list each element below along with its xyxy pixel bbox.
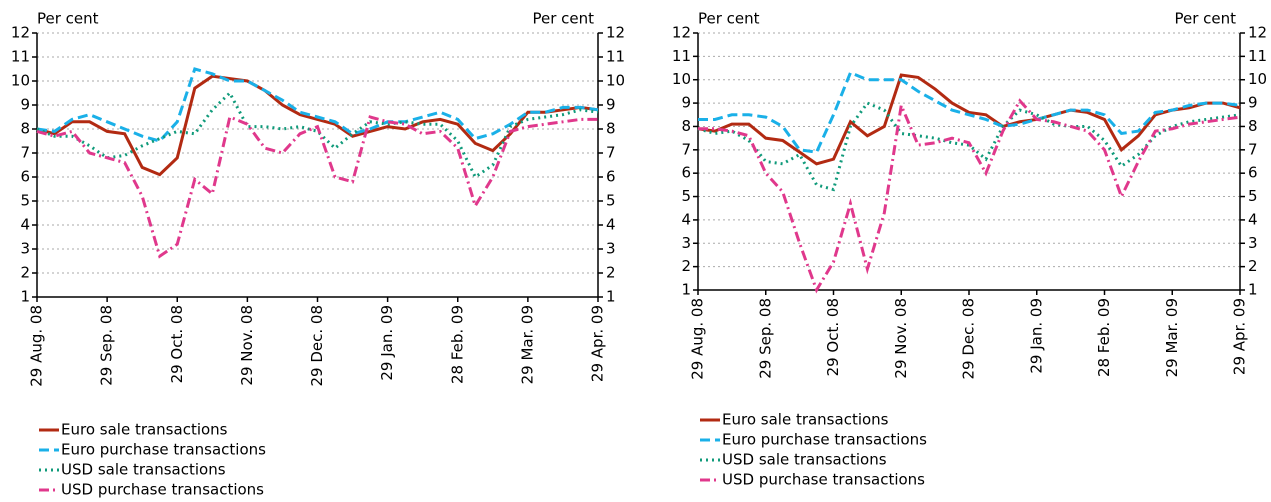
y-tick-label: 7 bbox=[681, 140, 691, 158]
y2-tick-label: 6 bbox=[1248, 164, 1258, 182]
y-tick-label: 7 bbox=[20, 144, 30, 162]
x-tick-label: 28 Feb. 09 bbox=[1095, 298, 1113, 377]
legend-label: USD purchase transactions bbox=[722, 471, 925, 489]
series-line bbox=[36, 67, 599, 143]
y-axis-label: Per cent bbox=[37, 10, 99, 28]
series-line bbox=[36, 114, 598, 259]
legend-label: Euro sale transactions bbox=[722, 411, 889, 429]
y-tick-label: 3 bbox=[20, 240, 30, 258]
x-tick-label: 29 Nov. 08 bbox=[238, 305, 256, 386]
y2-axis-label: Per cent bbox=[532, 10, 594, 28]
y2-tick-label: 10 bbox=[1248, 70, 1267, 88]
x-tick-label: 28 Feb. 09 bbox=[448, 305, 466, 384]
x-tick-label: 29 Mar. 09 bbox=[518, 305, 536, 384]
y2-tick-label: 1 bbox=[1248, 281, 1258, 299]
y-tick-label: 6 bbox=[20, 168, 30, 186]
y-tick-label: 8 bbox=[681, 117, 691, 135]
y2-tick-label: 9 bbox=[606, 96, 616, 114]
y2-tick-label: 10 bbox=[606, 72, 625, 90]
x-tick-label: 29 Jan. 09 bbox=[1027, 298, 1045, 374]
series-line bbox=[697, 73, 1241, 166]
x-tick-label: 29 Jan. 09 bbox=[378, 305, 396, 381]
legend-label: Euro purchase transactions bbox=[722, 431, 927, 449]
x-tick-label: 29 Nov. 08 bbox=[892, 298, 910, 379]
x-tick-label: 29 Sep. 08 bbox=[98, 305, 116, 386]
series-line bbox=[698, 70, 1241, 154]
y2-tick-label: 8 bbox=[1248, 117, 1258, 135]
y-tick-label: 6 bbox=[681, 164, 691, 182]
y-tick-label: 12 bbox=[672, 24, 691, 42]
y2-tick-label: 1 bbox=[606, 288, 616, 306]
y2-tick-label: 3 bbox=[606, 240, 616, 258]
legend-label: Euro purchase transactions bbox=[61, 441, 266, 459]
x-tick-label: 29 Aug. 08 bbox=[689, 298, 707, 380]
y2-tick-label: 9 bbox=[1248, 94, 1258, 112]
x-tick-label: 29 Sep. 08 bbox=[756, 298, 774, 379]
series-line bbox=[698, 98, 1241, 294]
y2-axis-label: Per cent bbox=[1174, 10, 1236, 28]
y2-tick-label: 3 bbox=[1248, 234, 1258, 252]
y2-tick-label: 11 bbox=[606, 48, 625, 66]
y-axis-label: Per cent bbox=[698, 10, 760, 28]
x-tick-label: 29 Apr. 09 bbox=[1231, 298, 1249, 375]
y-tick-label: 5 bbox=[20, 192, 30, 210]
y2-tick-label: 11 bbox=[1248, 47, 1267, 65]
y-tick-label: 9 bbox=[681, 94, 691, 112]
y-tick-label: 10 bbox=[11, 72, 30, 90]
y2-tick-label: 6 bbox=[606, 168, 616, 186]
x-tick-label: 29 Dec. 08 bbox=[960, 298, 978, 380]
y2-tick-label: 7 bbox=[1248, 140, 1258, 158]
y-tick-label: 10 bbox=[672, 70, 691, 88]
y2-tick-label: 5 bbox=[606, 192, 616, 210]
y-tick-label: 5 bbox=[681, 187, 691, 205]
y2-tick-label: 4 bbox=[606, 216, 616, 234]
y2-tick-label: 2 bbox=[1248, 257, 1258, 275]
y2-tick-label: 12 bbox=[606, 24, 625, 42]
y2-tick-label: 2 bbox=[606, 264, 616, 282]
legend-label: Euro sale transactions bbox=[61, 421, 228, 439]
y-tick-label: 4 bbox=[681, 210, 691, 228]
y2-tick-label: 8 bbox=[606, 120, 616, 138]
y-tick-label: 12 bbox=[11, 24, 30, 42]
x-tick-label: 29 Dec. 08 bbox=[308, 305, 326, 387]
x-tick-label: 29 Apr. 09 bbox=[589, 305, 607, 382]
y2-tick-label: 5 bbox=[1248, 187, 1258, 205]
y-tick-label: 11 bbox=[672, 47, 691, 65]
series-line bbox=[36, 90, 599, 180]
y-tick-label: 1 bbox=[681, 281, 691, 299]
y2-tick-label: 12 bbox=[1248, 24, 1267, 42]
y-tick-label: 3 bbox=[681, 234, 691, 252]
x-tick-label: 29 Mar. 09 bbox=[1163, 298, 1181, 377]
x-tick-label: 29 Oct. 08 bbox=[168, 305, 186, 383]
legend-label: USD sale transactions bbox=[61, 461, 226, 479]
legend-label: USD sale transactions bbox=[722, 451, 887, 469]
y-tick-label: 2 bbox=[20, 264, 30, 282]
series-line bbox=[36, 74, 599, 177]
y-tick-label: 4 bbox=[20, 216, 30, 234]
y-tick-label: 11 bbox=[11, 48, 30, 66]
y-tick-label: 1 bbox=[20, 288, 30, 306]
y-tick-label: 2 bbox=[681, 257, 691, 275]
legend-label: USD purchase transactions bbox=[61, 481, 264, 499]
x-tick-label: 29 Oct. 08 bbox=[824, 298, 842, 376]
y2-tick-label: 4 bbox=[1248, 210, 1258, 228]
x-tick-label: 29 Aug. 08 bbox=[28, 305, 46, 387]
y2-tick-label: 7 bbox=[606, 144, 616, 162]
y-tick-label: 8 bbox=[20, 120, 30, 138]
y-tick-label: 9 bbox=[20, 96, 30, 114]
